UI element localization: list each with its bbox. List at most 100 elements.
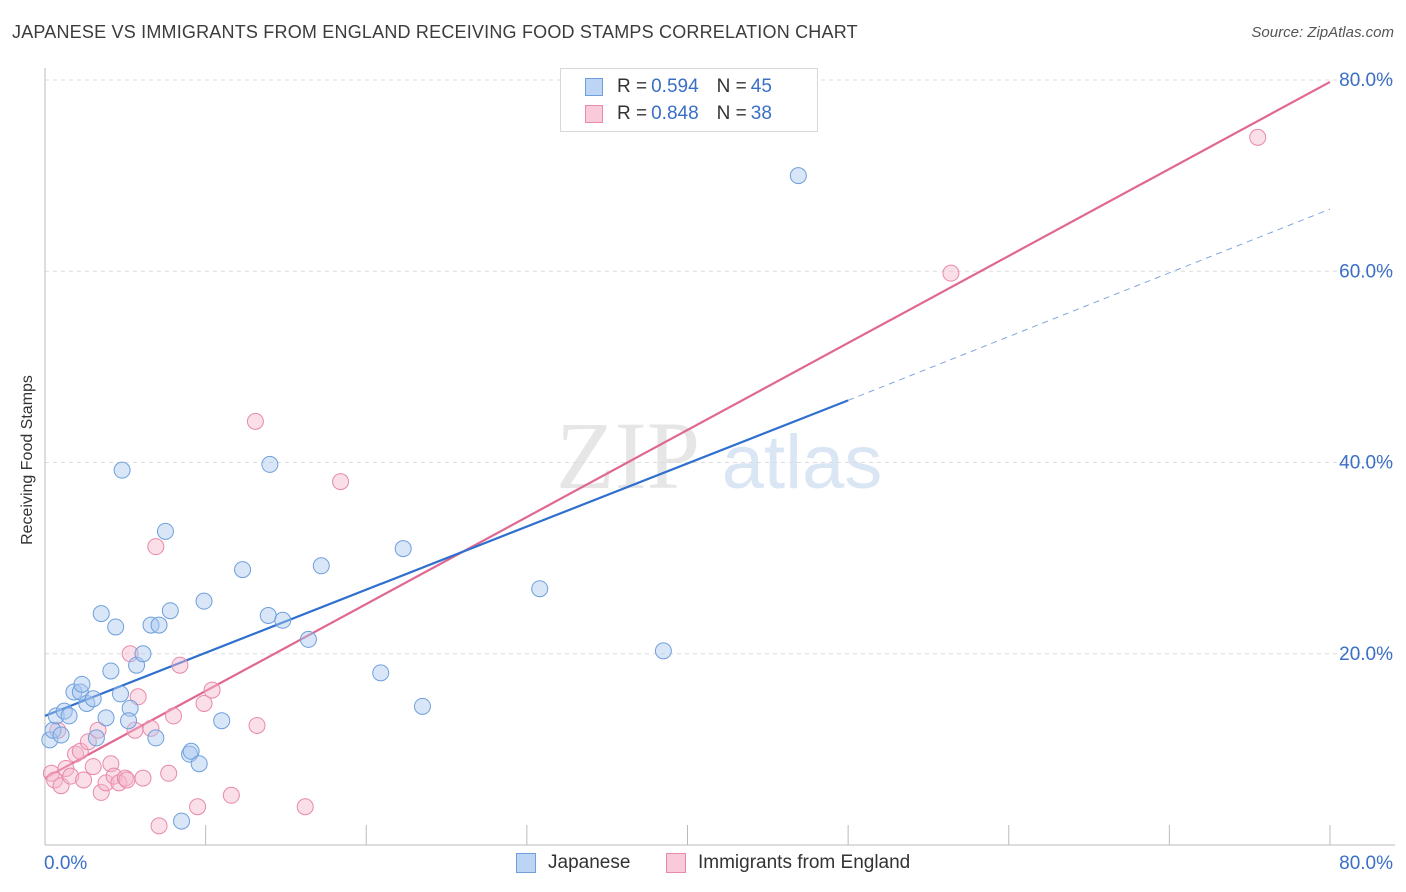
japanese-point xyxy=(213,712,231,730)
england-point xyxy=(189,798,207,816)
japanese-point xyxy=(190,755,208,773)
japanese-point xyxy=(161,602,179,620)
japanese-swatch xyxy=(585,78,603,96)
england-point xyxy=(150,817,168,835)
japanese-point xyxy=(654,642,672,660)
y-tick-label: 40.0% xyxy=(1339,453,1393,474)
england-point xyxy=(134,769,152,787)
legend-n-value: 45 xyxy=(750,76,772,97)
england-swatch xyxy=(666,853,686,873)
japanese-point xyxy=(97,709,115,727)
legend-r-label: R = xyxy=(617,76,648,97)
legend-item-england: Immigrants from England xyxy=(666,852,910,874)
watermark: ZIP atlas xyxy=(556,402,882,509)
england-point xyxy=(246,412,264,430)
japanese-point xyxy=(41,731,59,749)
source-site: ZipAtlas.com xyxy=(1307,24,1394,41)
england-point xyxy=(160,764,178,782)
legend-label-japanese: Japanese xyxy=(548,852,631,873)
japanese-point xyxy=(147,729,165,747)
japanese-point xyxy=(73,675,91,693)
japanese-point xyxy=(102,662,120,680)
japanese-swatch xyxy=(516,853,536,873)
england-point xyxy=(46,771,64,789)
japanese-point xyxy=(394,540,412,558)
japanese-point xyxy=(113,461,131,479)
england-point xyxy=(1249,128,1267,146)
england-point xyxy=(147,538,165,556)
source-prefix: Source: xyxy=(1251,24,1308,41)
england-point xyxy=(67,745,85,763)
japanese-point xyxy=(87,729,105,747)
japanese-point xyxy=(84,690,102,708)
legend-n-value: 38 xyxy=(750,103,772,124)
chart-title: JAPANESE VS IMMIGRANTS FROM ENGLAND RECE… xyxy=(12,22,858,42)
source-credit: Source: ZipAtlas.com xyxy=(1251,24,1394,41)
japanese-point xyxy=(372,664,390,682)
series-legend: Japanese Immigrants from England xyxy=(0,852,1406,876)
axes xyxy=(44,68,1395,846)
legend-n-label: N = xyxy=(716,103,747,124)
england-points xyxy=(42,128,1267,835)
japanese-point xyxy=(299,630,317,648)
england-point xyxy=(248,716,266,734)
japanese-points xyxy=(41,167,807,830)
england-point xyxy=(222,786,240,804)
legend-item-japanese: Japanese xyxy=(516,852,630,874)
stats-legend: R = 0.594 N = 45 R = 0.848 N = 38 xyxy=(560,68,818,132)
legend-label-england: Immigrants from England xyxy=(698,852,911,873)
japanese-point xyxy=(55,702,73,720)
england-point xyxy=(118,771,136,789)
japanese-point xyxy=(182,742,200,760)
japanese-trend-line xyxy=(44,399,849,717)
japanese-point xyxy=(195,592,213,610)
legend-r-label: R = xyxy=(617,103,648,124)
japanese-point xyxy=(789,167,807,185)
x-tick-label: 0.0% xyxy=(44,853,87,874)
japanese-point xyxy=(312,557,330,575)
england-point xyxy=(171,656,189,674)
legend-row-england: R = 0.848 N = 38 xyxy=(585,102,772,126)
england-point xyxy=(942,264,960,282)
england-trend-line xyxy=(44,80,1331,780)
england-point xyxy=(296,798,314,816)
england-point xyxy=(332,473,350,491)
japanese-point xyxy=(47,707,65,725)
japanese-point xyxy=(134,645,152,663)
y-tick-label: 20.0% xyxy=(1339,644,1393,665)
legend-row-japanese: R = 0.594 N = 45 xyxy=(585,75,772,99)
japanese-point xyxy=(121,699,139,717)
england-point xyxy=(75,771,93,789)
england-point xyxy=(142,719,160,737)
japanese-point xyxy=(274,611,292,629)
japanese-point xyxy=(156,522,174,540)
japanese-point xyxy=(52,726,70,744)
watermark-zip: ZIP xyxy=(556,402,700,509)
y-tick-label: 80.0% xyxy=(1339,70,1393,91)
england-point xyxy=(79,733,97,751)
japanese-point xyxy=(120,712,138,730)
japanese-point xyxy=(44,721,62,739)
tick-labels: 20.0% 40.0% 60.0% 80.0% 0.0% 80.0% xyxy=(44,70,1393,874)
england-swatch xyxy=(585,105,603,123)
watermark-atlas: atlas xyxy=(722,420,883,505)
legend-r-value: 0.594 xyxy=(651,76,699,97)
england-point xyxy=(62,767,80,785)
japanese-point xyxy=(92,605,110,623)
japanese-trend-extension xyxy=(847,208,1331,401)
japanese-point xyxy=(413,697,431,715)
japanese-point xyxy=(531,580,549,598)
england-point xyxy=(195,694,213,712)
japanese-point xyxy=(150,616,168,634)
x-tick-label: 80.0% xyxy=(1339,853,1393,874)
japanese-point xyxy=(234,561,252,579)
y-tick-label: 60.0% xyxy=(1339,261,1393,282)
legend-n-label: N = xyxy=(716,76,747,97)
japanese-point xyxy=(261,455,279,473)
england-point xyxy=(92,783,110,801)
japanese-point xyxy=(259,607,277,624)
japanese-point xyxy=(107,618,125,636)
japanese-point xyxy=(60,707,78,725)
england-point xyxy=(203,681,221,699)
